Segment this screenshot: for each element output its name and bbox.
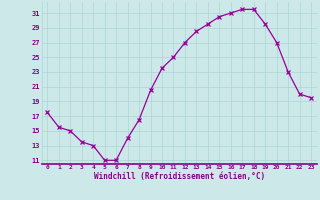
X-axis label: Windchill (Refroidissement éolien,°C): Windchill (Refroidissement éolien,°C) xyxy=(94,172,265,181)
